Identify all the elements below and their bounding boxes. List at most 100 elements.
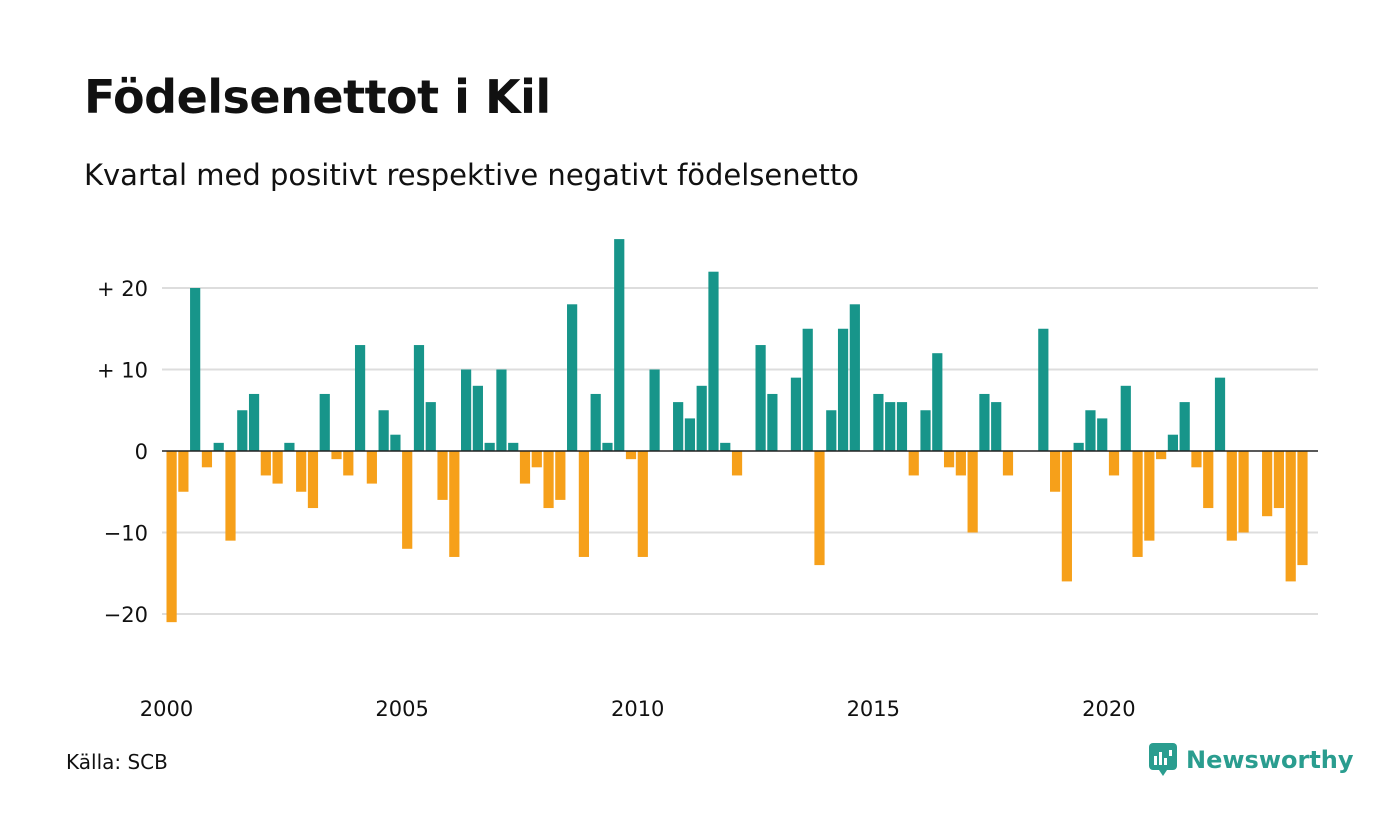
bar-negative [943,451,955,468]
bars [166,239,1308,623]
bar-negative [1191,451,1202,468]
bar-positive [1179,402,1190,451]
bar-positive [190,288,201,451]
bar-positive [979,393,990,451]
brand-logo: Newsworthy [1148,742,1354,778]
y-tick-label: + 20 [97,277,148,301]
bar-positive [1214,377,1226,451]
bar-positive [496,369,507,451]
bar-negative [555,451,566,500]
bar-positive [920,410,931,451]
bar-negative [1002,451,1014,476]
bar-positive [708,271,719,451]
bar-negative [637,451,648,557]
bar-positive [425,402,436,451]
bar-positive [790,377,802,451]
bar-positive [413,345,425,451]
bar-positive [991,402,1002,451]
bar-negative [1144,451,1155,541]
bar-positive [932,353,943,451]
bar-positive [767,393,778,451]
bar-positive [319,393,330,451]
y-tick-label: −10 [104,522,148,546]
bar-negative [1203,451,1214,509]
y-tick-label: 0 [135,440,148,464]
bar-negative [543,451,554,509]
bar-negative [296,451,307,492]
bar-positive [472,385,483,451]
bar-negative [1238,451,1249,533]
bar-negative [272,451,283,484]
bar-positive [484,442,495,451]
bar-negative [1226,451,1237,541]
bar-positive [649,369,660,451]
bar-negative [578,451,589,557]
bar-positive [567,304,578,451]
chart-subtitle: Kvartal med positivt respektive negativt… [84,158,859,192]
newsworthy-logo-icon [1149,743,1177,776]
bar-positive [849,304,860,451]
bar-positive [237,410,248,451]
bar-positive [885,402,896,451]
bar-positive [837,328,849,451]
x-tick-label: 2000 [140,697,193,721]
bar-positive [1167,434,1178,451]
bar-chart: + 20 + 10 0 −10 −20 2000 2005 2010 2015 2020 [97,239,1318,721]
bar-positive [1120,385,1131,451]
source-note: Källa: SCB [66,750,168,774]
bar-negative [1156,451,1167,460]
bar-positive [461,369,472,451]
x-tick-label: 2005 [375,697,428,721]
chart-title: Födelsenettot i Kil [84,70,551,124]
bar-negative [967,451,978,533]
bar-negative [331,451,342,460]
bar-negative [955,451,966,476]
gridlines [162,287,1318,615]
bar-negative [519,451,531,484]
bar-negative [178,451,189,492]
bar-negative [366,451,377,484]
bar-positive [802,328,813,451]
y-tick-label: −20 [104,603,148,627]
bar-negative [625,451,637,460]
bar-negative [908,451,919,476]
bar-positive [378,410,389,451]
bar-negative [531,451,542,468]
x-tick-label: 2010 [611,697,664,721]
bar-negative [260,451,271,476]
bar-negative [1061,451,1072,582]
bar-positive [684,418,696,451]
bar-positive [590,393,601,451]
bar-positive [602,442,613,451]
bar-positive [1038,328,1049,451]
bar-positive [614,239,625,451]
bar-positive [1097,418,1108,451]
bar-negative [1262,451,1273,517]
bar-positive [755,345,766,451]
bar-negative [1108,451,1120,476]
y-axis-ticks: + 20 + 10 0 −10 −20 [97,277,148,627]
bar-negative [437,451,448,500]
bar-positive [1085,410,1096,451]
bar-positive [873,393,884,451]
bar-negative [1132,451,1143,557]
bar-positive [213,442,224,451]
bar-negative [731,451,743,476]
bar-positive [826,410,837,451]
bar-negative [201,451,213,468]
bar-positive [696,385,707,451]
bar-negative [449,451,460,557]
bar-positive [248,393,260,451]
bar-positive [284,442,295,451]
bar-negative [307,451,319,509]
bar-negative [1285,451,1296,582]
bar-negative [1297,451,1308,566]
x-tick-label: 2020 [1082,697,1135,721]
bar-positive [720,442,731,451]
bar-negative [343,451,354,476]
bar-negative [402,451,413,549]
bar-positive [1073,442,1084,451]
bar-negative [814,451,825,566]
bar-positive [508,442,519,451]
x-tick-label: 2015 [847,697,900,721]
